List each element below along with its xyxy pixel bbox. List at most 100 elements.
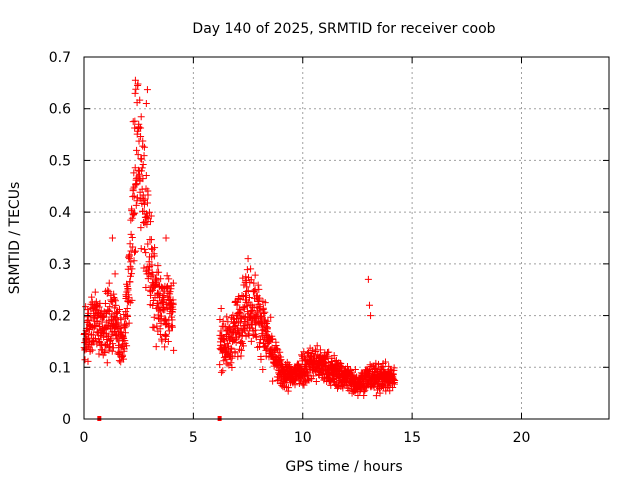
data-point xyxy=(89,338,97,346)
data-point xyxy=(364,369,372,377)
data-point xyxy=(163,319,171,327)
data-point xyxy=(309,372,317,380)
data-point xyxy=(123,342,131,350)
y-tick-label: 0.1 xyxy=(49,360,71,376)
data-point xyxy=(216,361,224,369)
data-point xyxy=(244,319,252,327)
data-point xyxy=(129,243,137,251)
data-point xyxy=(130,210,138,218)
data-point xyxy=(134,166,142,174)
y-axis-label: SRMTID / TECUs xyxy=(7,182,23,295)
data-point xyxy=(122,320,130,328)
data-point xyxy=(88,346,96,354)
data-point xyxy=(136,176,144,184)
data-point xyxy=(234,326,242,334)
y-tick-label: 0.5 xyxy=(49,153,71,169)
data-point xyxy=(390,375,398,383)
data-point xyxy=(131,76,139,84)
data-point xyxy=(168,316,176,324)
data-point xyxy=(137,167,145,175)
data-point xyxy=(111,315,119,323)
y-tick-label: 0.7 xyxy=(49,50,71,66)
data-point xyxy=(144,240,152,248)
data-point xyxy=(286,362,294,370)
data-point xyxy=(169,279,177,287)
data-point xyxy=(133,146,141,154)
data-point xyxy=(127,258,135,266)
data-point xyxy=(269,377,277,385)
data-point xyxy=(84,313,92,321)
data-point xyxy=(101,349,109,357)
data-point xyxy=(139,161,147,169)
data-point xyxy=(316,346,324,354)
data-point xyxy=(142,100,150,108)
data-point xyxy=(132,247,140,255)
data-point xyxy=(111,295,119,303)
x-tick-label: 10 xyxy=(294,430,312,446)
data-point xyxy=(157,283,165,291)
data-point xyxy=(108,234,116,242)
data-point xyxy=(125,251,133,259)
data-point xyxy=(121,321,129,329)
axis-ticks: 0 5 10 15 20 0 0.1 0.2 0.3 0.4 0.5 0.6 0.7 xyxy=(49,50,609,446)
data-point xyxy=(125,319,133,327)
data-point xyxy=(149,297,157,305)
data-point xyxy=(105,279,113,287)
data-point xyxy=(223,313,231,321)
data-point xyxy=(130,248,138,256)
data-point xyxy=(381,358,389,366)
data-point xyxy=(130,169,138,177)
x-tick-label: 5 xyxy=(189,430,198,446)
data-point xyxy=(362,384,370,392)
data-point xyxy=(137,224,145,232)
data-point xyxy=(137,245,145,253)
data-point xyxy=(224,318,232,326)
data-point xyxy=(243,283,251,291)
data-point xyxy=(154,262,162,270)
data-point xyxy=(260,309,268,317)
data-point xyxy=(137,113,145,121)
data-point xyxy=(142,249,150,257)
data-point xyxy=(231,348,239,356)
data-point xyxy=(148,245,156,253)
data-point xyxy=(128,296,136,304)
data-point xyxy=(120,355,128,363)
data-point xyxy=(134,81,142,89)
data-point xyxy=(257,355,265,363)
data-point xyxy=(117,316,125,324)
x-tick-label: 0 xyxy=(80,430,89,446)
data-point xyxy=(134,151,142,159)
data-point xyxy=(132,201,140,209)
data-point xyxy=(128,214,136,222)
data-point xyxy=(259,365,267,373)
chart-title: Day 140 of 2025, SRMTID for receiver coo… xyxy=(192,21,495,37)
data-point xyxy=(264,317,272,325)
data-point xyxy=(119,351,127,359)
data-point xyxy=(268,335,276,343)
data-point xyxy=(169,323,177,331)
data-point xyxy=(139,137,147,145)
data-point xyxy=(162,332,170,340)
data-point xyxy=(143,220,151,228)
data-point xyxy=(140,143,148,151)
data-point xyxy=(112,301,120,309)
data-point xyxy=(143,199,151,207)
data-point xyxy=(367,312,375,320)
data-point xyxy=(217,305,225,313)
data-point xyxy=(150,313,158,321)
data-point xyxy=(124,286,132,294)
data-point xyxy=(389,384,397,392)
data-point xyxy=(254,281,262,289)
data-point xyxy=(223,360,231,368)
data-point xyxy=(365,301,373,309)
data-point xyxy=(123,304,131,312)
data-point xyxy=(364,275,372,283)
data-point xyxy=(216,316,224,324)
data-point xyxy=(229,311,237,319)
data-point xyxy=(376,389,384,397)
data-point xyxy=(170,346,178,354)
data-point xyxy=(131,209,139,217)
data-point xyxy=(157,275,165,283)
data-point xyxy=(252,333,260,341)
data-point xyxy=(102,342,110,350)
